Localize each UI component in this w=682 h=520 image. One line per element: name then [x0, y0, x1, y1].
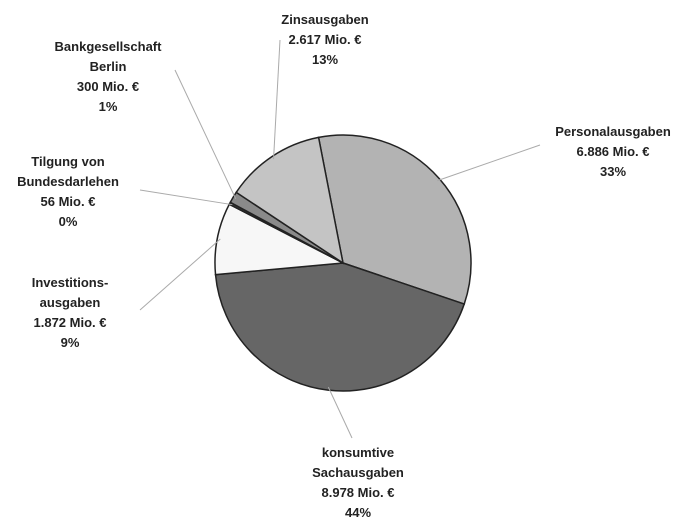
value-label: 2.617 Mio. € — [288, 32, 362, 47]
leader-line — [174, 69, 237, 200]
pie-slice — [317, 134, 472, 305]
value-label: 8.978 Mio. € — [321, 485, 395, 500]
leader-line — [139, 189, 233, 206]
pie-slice — [214, 262, 466, 392]
percent-label: 0% — [58, 214, 78, 229]
pie-slice — [235, 136, 345, 265]
percent-label: 44% — [344, 505, 372, 520]
percent-label: 13% — [311, 52, 339, 67]
slice-label: Zinsausgaben — [281, 12, 369, 27]
value-label: 6.886 Mio. € — [576, 144, 650, 159]
leader-line — [139, 238, 221, 311]
leader-line — [436, 144, 541, 182]
slice-label: Bankgesellschaft Berlin — [54, 39, 162, 74]
percent-label: 33% — [599, 164, 627, 179]
slice-label: Investitions- ausgaben — [31, 275, 109, 310]
percent-label: 1% — [98, 99, 118, 114]
leader-line — [273, 39, 281, 160]
slice-label: konsumtive Sachausgaben — [312, 445, 404, 480]
slice-label: Tilgung von Bundesdarlehen — [17, 154, 119, 189]
value-label: 300 Mio. € — [76, 79, 140, 94]
slice-label: Personalausgaben — [555, 124, 671, 139]
percent-label: 9% — [60, 335, 80, 350]
value-label: 1.872 Mio. € — [33, 315, 107, 330]
value-label: 56 Mio. € — [40, 194, 96, 209]
leader-line — [327, 386, 353, 439]
